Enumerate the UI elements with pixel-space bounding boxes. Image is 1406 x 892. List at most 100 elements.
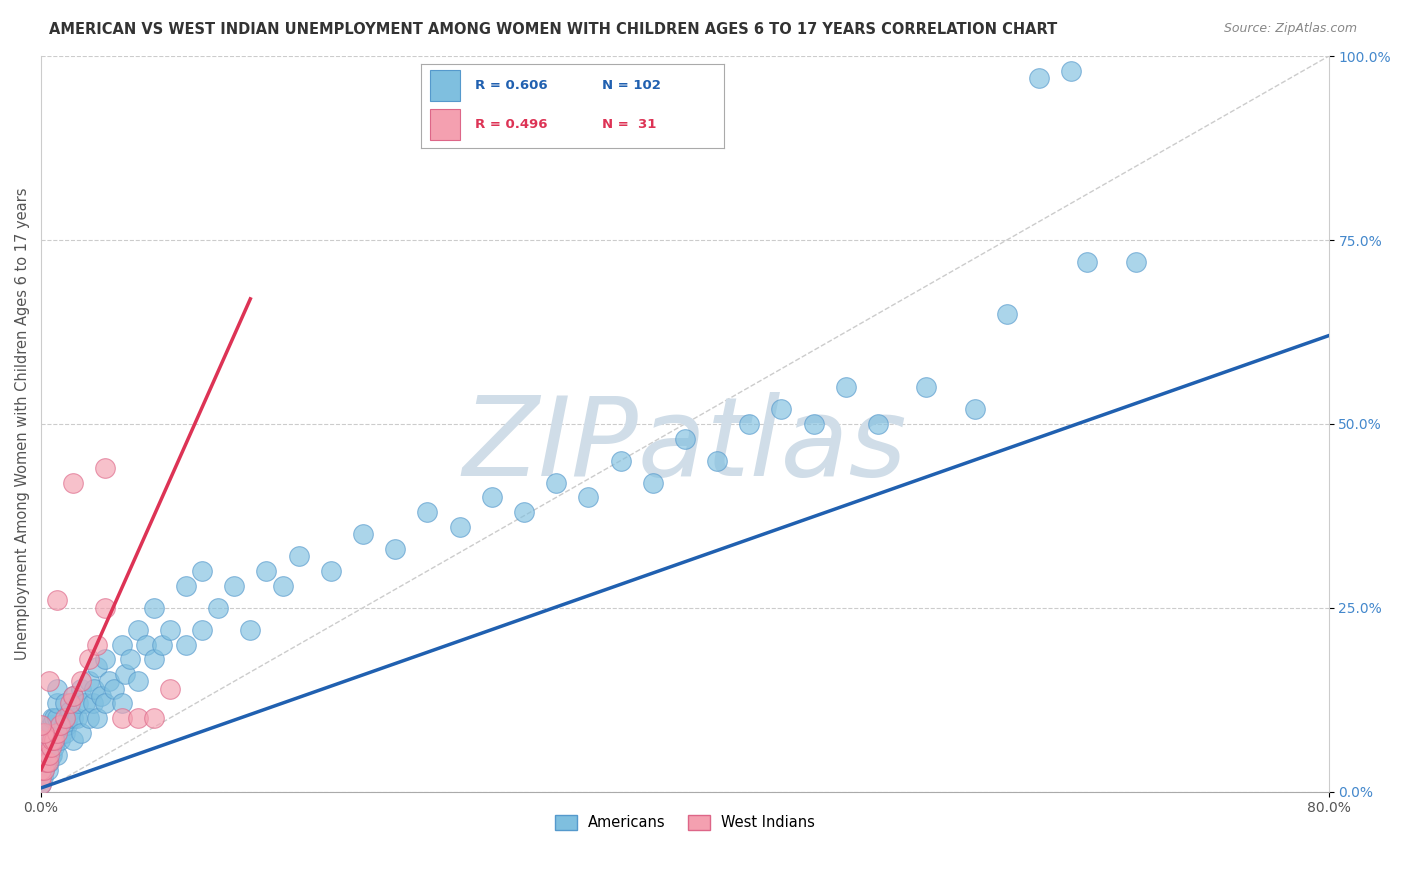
Point: [62, 711, 84, 725]
Point: [79, 674, 101, 689]
Point: [30, 770, 52, 784]
Point: [352, 527, 374, 541]
Point: [62, 733, 84, 747]
Point: [59, 704, 82, 718]
Point: [174, 638, 197, 652]
Point: [142, 600, 165, 615]
Point: [37, 733, 59, 747]
Point: [45, 733, 67, 747]
Point: [53, 726, 76, 740]
Point: [513, 505, 536, 519]
Point: [58, 711, 80, 725]
Point: [706, 453, 728, 467]
Point: [46, 711, 69, 725]
Point: [94, 461, 117, 475]
Point: [42, 711, 65, 725]
Text: ZIPatlas: ZIPatlas: [463, 392, 907, 500]
Point: [287, 549, 309, 564]
Point: [53, 697, 76, 711]
Point: [142, 652, 165, 666]
Point: [127, 623, 149, 637]
Point: [110, 697, 132, 711]
Point: [49, 718, 72, 732]
Point: [114, 667, 136, 681]
Point: [30, 763, 52, 777]
Point: [46, 747, 69, 762]
Point: [94, 697, 117, 711]
Point: [90, 689, 112, 703]
Point: [52, 718, 75, 732]
Point: [738, 417, 761, 431]
Point: [30, 726, 52, 740]
Point: [70, 681, 93, 696]
Point: [30, 777, 52, 791]
Point: [915, 380, 938, 394]
Point: [546, 475, 568, 490]
Point: [110, 711, 132, 725]
Point: [46, 593, 69, 607]
Point: [866, 417, 889, 431]
Point: [39, 718, 62, 732]
Point: [30, 718, 52, 732]
Point: [35, 755, 58, 769]
Point: [62, 689, 84, 703]
Point: [34, 726, 56, 740]
Point: [191, 623, 214, 637]
Point: [159, 623, 181, 637]
Point: [963, 402, 986, 417]
Point: [416, 505, 439, 519]
Point: [319, 564, 342, 578]
Point: [576, 491, 599, 505]
Point: [224, 579, 246, 593]
Point: [70, 726, 93, 740]
Legend: Americans, West Indians: Americans, West Indians: [548, 809, 821, 836]
Point: [803, 417, 825, 431]
Point: [38, 755, 60, 769]
Point: [135, 638, 157, 652]
Point: [30, 755, 52, 769]
Point: [609, 453, 631, 467]
Point: [103, 681, 125, 696]
Point: [34, 763, 56, 777]
Point: [30, 740, 52, 755]
Point: [995, 307, 1018, 321]
Point: [127, 711, 149, 725]
Point: [38, 674, 60, 689]
Point: [37, 763, 59, 777]
Point: [239, 623, 262, 637]
Point: [30, 733, 52, 747]
Point: [79, 711, 101, 725]
Point: [31, 770, 53, 784]
Point: [110, 638, 132, 652]
Point: [83, 681, 105, 696]
Point: [65, 711, 87, 725]
Point: [30, 733, 52, 747]
Point: [67, 697, 90, 711]
Point: [254, 564, 277, 578]
Point: [449, 520, 471, 534]
Point: [37, 755, 59, 769]
Y-axis label: Unemployment Among Women with Children Ages 6 to 17 years: Unemployment Among Women with Children A…: [15, 187, 30, 660]
Point: [142, 711, 165, 725]
Point: [34, 747, 56, 762]
Point: [46, 697, 69, 711]
Point: [38, 726, 60, 740]
Point: [835, 380, 858, 394]
Point: [82, 697, 104, 711]
Point: [46, 681, 69, 696]
Point: [62, 689, 84, 703]
Point: [35, 740, 58, 755]
Point: [118, 652, 141, 666]
Point: [53, 711, 76, 725]
Point: [30, 777, 52, 791]
Point: [86, 638, 108, 652]
Point: [46, 726, 69, 740]
Text: AMERICAN VS WEST INDIAN UNEMPLOYMENT AMONG WOMEN WITH CHILDREN AGES 6 TO 17 YEAR: AMERICAN VS WEST INDIAN UNEMPLOYMENT AMO…: [49, 22, 1057, 37]
Point: [94, 600, 117, 615]
Point: [127, 674, 149, 689]
Point: [30, 747, 52, 762]
Point: [41, 747, 63, 762]
Point: [191, 564, 214, 578]
Point: [30, 770, 52, 784]
Point: [1060, 63, 1083, 78]
